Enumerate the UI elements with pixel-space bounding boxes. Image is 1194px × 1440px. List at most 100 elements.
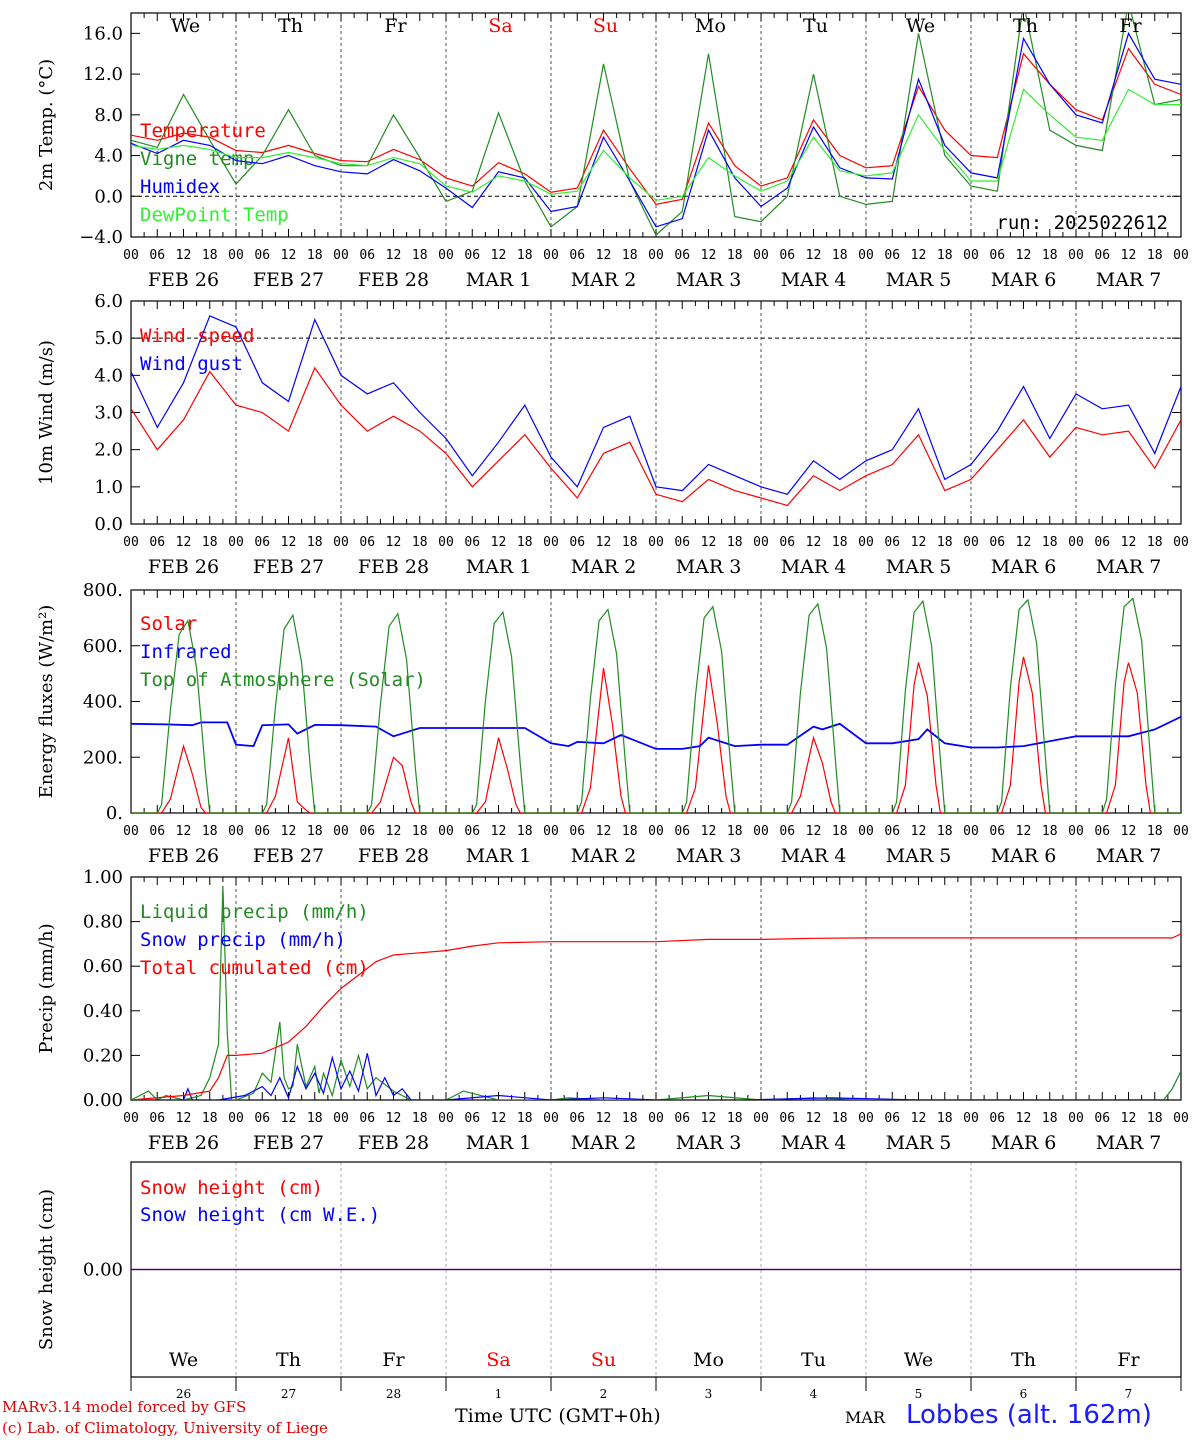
hour-tick-label: 12 [911,248,927,263]
y-tick-label: 3.0 [94,403,123,424]
y-tick-label: 5.0 [94,328,123,349]
hour-tick-label: 18 [727,248,743,263]
hour-tick-label: 06 [1094,535,1110,550]
day-number-label: 2 [600,1387,608,1401]
series-line [131,656,1181,813]
hour-tick-label: 06 [884,1111,900,1126]
hour-tick-label: 12 [281,1111,297,1126]
hour-tick-label: 06 [254,535,270,550]
hour-tick-label: 06 [779,1111,795,1126]
lab-credit: (c) Lab. of Climatology, University of L… [2,1419,328,1437]
hour-tick-label: 00 [1068,248,1084,263]
y-tick-label: 200. [83,747,123,768]
date-label: MAR 4 [781,269,847,291]
day-number-label: 6 [1020,1387,1028,1401]
series-line [131,315,1181,495]
date-label: MAR 7 [1096,269,1162,291]
hour-tick-label: 18 [307,535,323,550]
hour-tick-label: 12 [806,248,822,263]
date-label: FEB 28 [358,845,429,867]
date-label: FEB 26 [148,269,219,291]
hour-tick-label: 00 [858,248,874,263]
hour-tick-label: 18 [1042,824,1058,839]
weekday-label: Th [278,15,303,37]
hour-tick-label: 12 [1121,824,1137,839]
hour-tick-label: 00 [1173,248,1189,263]
hour-tick-label: 12 [1016,824,1032,839]
weekday-label: Fr [1117,1349,1140,1371]
hour-tick-label: 06 [1094,1111,1110,1126]
hour-tick-label: 18 [937,248,953,263]
hour-tick-label: 00 [333,535,349,550]
weekday-label: Fr [384,15,407,37]
legend-entry: Wind speed [140,325,254,347]
y-tick-label: 1.00 [83,867,123,888]
y-tick-label: 4.0 [94,146,123,167]
weekday-label: We [169,1349,198,1371]
hour-tick-label: 12 [596,1111,612,1126]
hour-tick-label: 18 [1042,248,1058,263]
y-tick-label: 0.60 [83,956,123,977]
legend-entry: DewPoint Temp [140,204,289,226]
hour-tick-label: 18 [202,824,218,839]
y-tick-label: 12.0 [83,64,123,85]
date-label: FEB 26 [148,556,219,578]
date-label: FEB 26 [148,845,219,867]
hour-tick-label: 18 [307,248,323,263]
hour-tick-label: 06 [254,248,270,263]
panel-frame [130,300,1182,525]
day-number-label: 1 [495,1387,503,1401]
date-label: FEB 28 [358,1132,429,1154]
day-number-label: 5 [915,1387,923,1401]
hour-tick-label: 18 [832,248,848,263]
hour-tick-label: 06 [464,824,480,839]
date-label: MAR 5 [886,556,952,578]
hour-tick-label: 06 [884,535,900,550]
weekday-label: We [171,15,200,37]
hour-tick-label: 12 [701,1111,717,1126]
hour-tick-label: 18 [202,535,218,550]
y-tick-label: 8.0 [94,105,123,126]
hour-tick-label: 06 [254,824,270,839]
hour-tick-label: 06 [674,248,690,263]
weekday-label: Fr [1119,15,1142,37]
hour-tick-label: 06 [674,824,690,839]
date-label: MAR 6 [991,556,1057,578]
hour-tick-label: 12 [176,824,192,839]
hour-tick-label: 00 [333,248,349,263]
series-line [131,88,1181,201]
y-axis-label: Energy fluxes (W/m²) [36,605,57,799]
hour-tick-label: 00 [753,824,769,839]
weekday-label: Tu [803,15,828,37]
hour-tick-label: 00 [648,1111,664,1126]
hour-tick-label: 00 [753,248,769,263]
date-label: FEB 27 [253,556,324,578]
hour-tick-label: 12 [176,248,192,263]
weekday-label: Sa [488,15,512,37]
hour-tick-label: 00 [1068,535,1084,550]
weekday-label: We [904,1349,933,1371]
legend-entry: Infrared [140,641,232,663]
hour-tick-label: 00 [333,1111,349,1126]
date-label: MAR 6 [991,1132,1057,1154]
hour-tick-label: 00 [123,824,139,839]
y-tick-label: 400. [83,692,123,713]
date-label: MAR 2 [571,1132,637,1154]
hour-tick-label: 18 [412,824,428,839]
hour-tick-label: 18 [202,1111,218,1126]
y-tick-label: 0.20 [83,1045,123,1066]
hour-tick-label: 18 [622,248,638,263]
date-label: MAR 7 [1096,845,1162,867]
hour-tick-label: 00 [1173,824,1189,839]
hour-tick-label: 00 [228,248,244,263]
date-label: MAR 2 [571,269,637,291]
date-label: MAR 2 [571,556,637,578]
hour-tick-label: 18 [622,824,638,839]
series-line [131,31,1181,228]
station-title: Lobbes (alt. 162m) [906,1400,1152,1430]
y-tick-label: −4.0 [79,227,123,248]
weekday-label: Su [593,15,618,37]
hour-tick-label: 06 [359,824,375,839]
hour-tick-label: 06 [359,248,375,263]
hour-tick-label: 18 [517,248,533,263]
